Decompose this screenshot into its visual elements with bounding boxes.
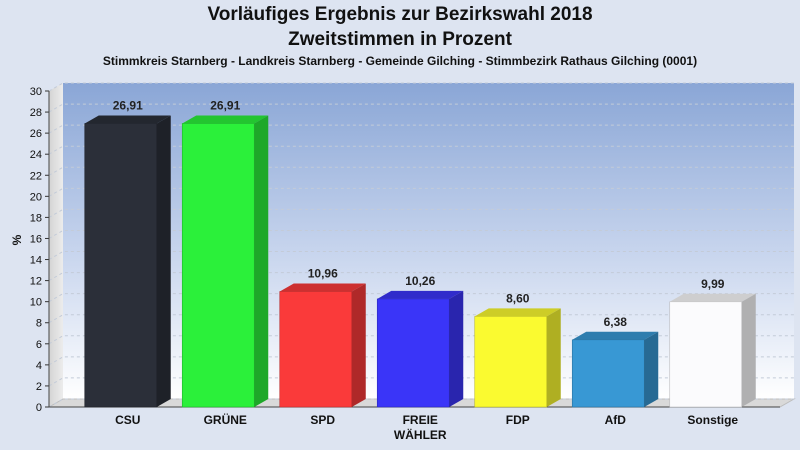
bar-top — [377, 290, 464, 299]
chart-title: Vorläufiges Ergebnis zur Bezirkswahl 201… — [207, 4, 593, 25]
bar-top — [84, 115, 171, 124]
bar-side — [254, 115, 269, 407]
x-tick-label: Sonstige — [687, 413, 738, 427]
y-tick-label: 2 — [36, 381, 42, 393]
y-tick-label: 6 — [36, 339, 42, 351]
x-tick-label: WÄHLER — [394, 427, 447, 442]
plot-side-wall — [49, 83, 63, 407]
data-label: 8,60 — [506, 291, 530, 305]
bar — [669, 301, 743, 408]
bar-top — [279, 283, 366, 292]
y-axis-label: % — [10, 234, 24, 245]
data-label: 26,91 — [210, 99, 240, 113]
y-tick-label: 30 — [30, 86, 42, 98]
data-label: 6,38 — [604, 315, 628, 329]
y-tick-label: 26 — [30, 128, 42, 140]
y-tick-label: 20 — [30, 191, 42, 203]
bar-side — [546, 308, 561, 407]
data-label: 10,26 — [405, 274, 435, 288]
y-tick-label: 4 — [36, 360, 42, 372]
bar-top — [474, 308, 561, 317]
bar — [376, 298, 450, 408]
x-tick-label: CSU — [115, 413, 140, 427]
y-tick-label: 24 — [30, 149, 42, 161]
chart-title-line-2: Zweitstimmen in Prozent — [288, 29, 512, 50]
y-tick-label: 28 — [30, 107, 42, 119]
y-tick-label: 12 — [30, 276, 42, 288]
bar — [474, 316, 548, 408]
data-label: 10,96 — [308, 267, 338, 281]
bar-side — [351, 283, 366, 407]
y-tick-label: 22 — [30, 170, 42, 182]
data-label: 26,91 — [113, 99, 143, 113]
bar-top — [669, 293, 756, 302]
bar-side — [644, 331, 659, 407]
bar — [279, 291, 353, 408]
bar-side — [741, 293, 756, 407]
y-tick-label: 16 — [30, 233, 42, 245]
bar — [181, 123, 255, 408]
x-tick-label: GRÜNE — [204, 412, 247, 427]
y-tick-label: 10 — [30, 297, 42, 309]
y-tick-label: 14 — [30, 255, 42, 267]
y-tick-label: 0 — [36, 402, 42, 414]
y-tick-label: 18 — [30, 212, 42, 224]
bar-top — [572, 331, 659, 340]
bar — [571, 339, 645, 408]
x-tick-label: AfD — [605, 413, 627, 427]
y-tick-label: 8 — [36, 318, 42, 330]
data-label: 9,99 — [701, 277, 725, 291]
x-tick-label: SPD — [310, 413, 335, 427]
bar-side — [449, 290, 464, 407]
chart-subtitle: Stimmkreis Starnberg - Landkreis Starnbe… — [102, 54, 698, 68]
bar — [84, 123, 158, 408]
x-tick-label: FREIE — [403, 413, 438, 427]
bar-top — [182, 115, 269, 124]
x-tick-label: FDP — [506, 413, 530, 427]
bar-side — [156, 115, 171, 407]
